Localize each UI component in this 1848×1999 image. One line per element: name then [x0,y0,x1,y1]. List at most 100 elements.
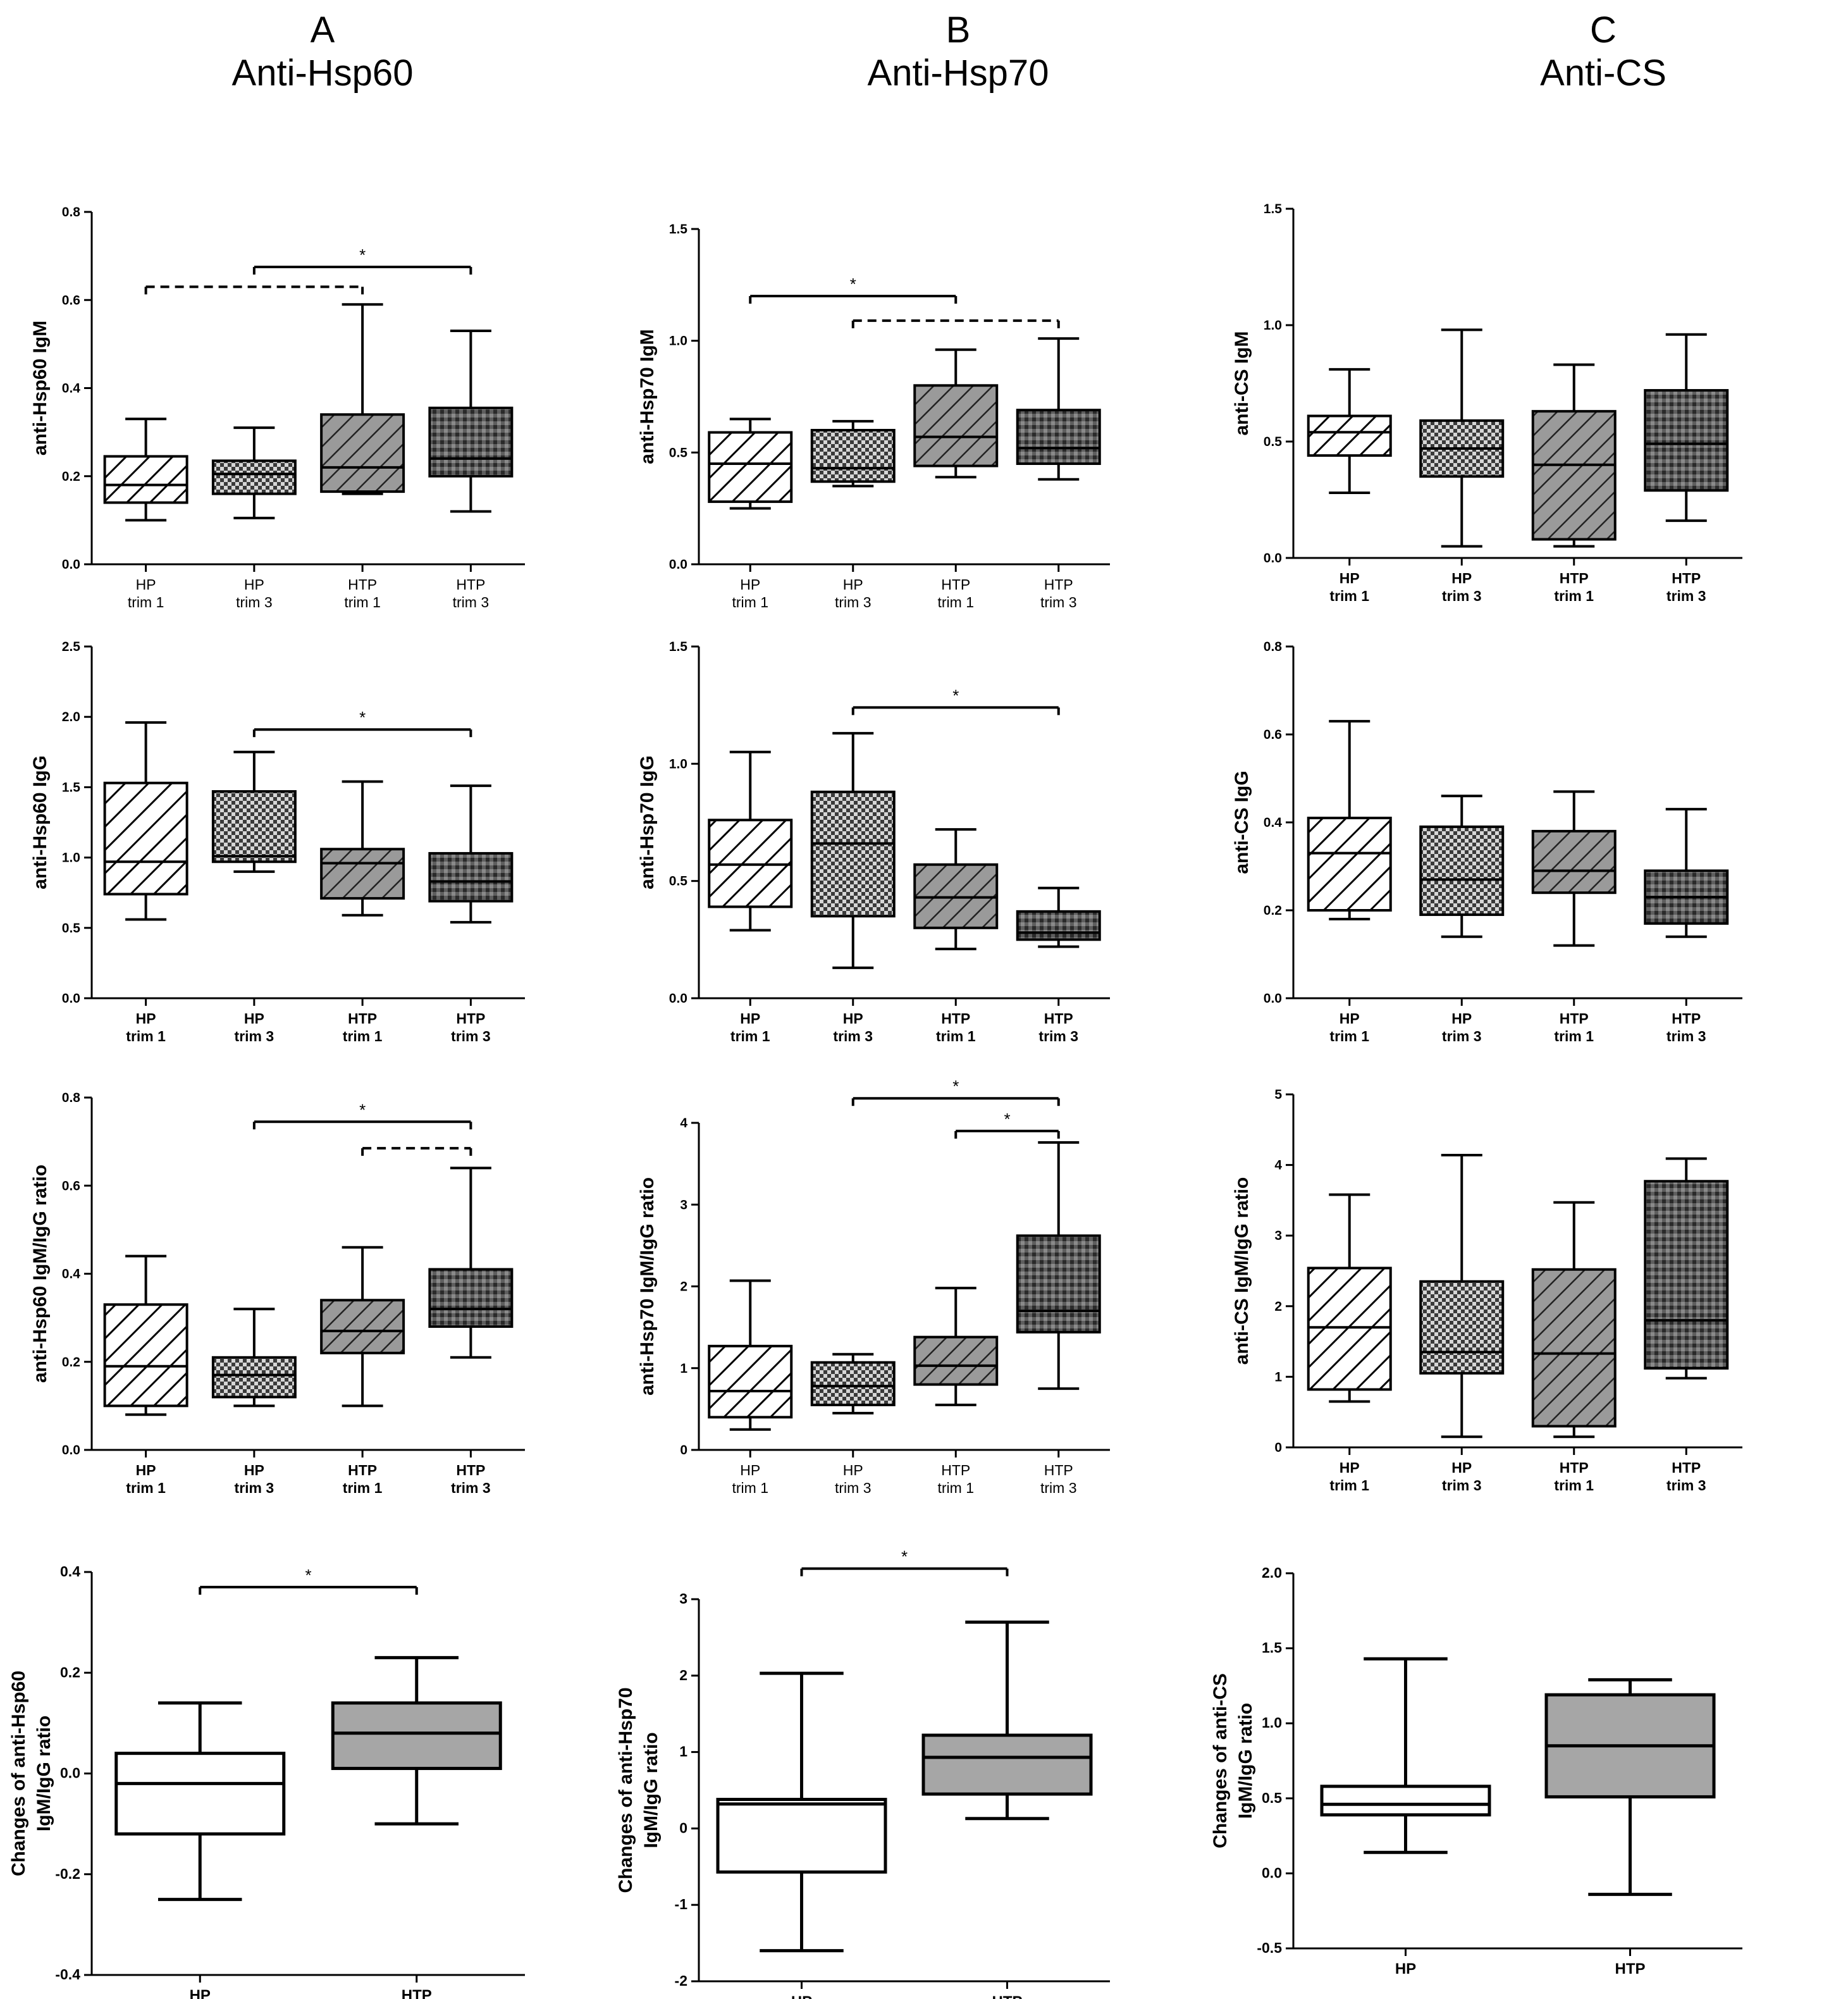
x-tick-label: HTP [456,576,485,593]
x-tick-label: HTP [1560,570,1589,586]
x-tick-label: trim 3 [835,594,872,610]
box-3 [913,1335,999,1386]
box-2 [810,429,896,483]
x-tick-label: trim 3 [1666,588,1706,604]
box-3 [320,413,405,493]
box-4 [428,851,514,903]
x-tick-label: trim 1 [730,1028,770,1044]
chart-panel-c1: 0.0 0.5 1.0 1.5 anti-CS IgM HP trim 1 HP trim 3 H… [1231,202,1742,604]
x-tick-label: trim 1 [344,594,381,610]
box-1 [103,455,188,504]
x-tick-label: trim 3 [1442,1028,1482,1044]
x-tick-label: HTP [348,576,377,593]
box-2 [1419,825,1505,916]
box-2 [331,1701,502,1771]
y-tick-label: 0.4 [62,381,81,396]
x-tick-label: HTP [348,1010,377,1027]
x-tick-label: HTP [1560,1010,1589,1027]
y-tick-label: 4 [680,1116,687,1130]
significance-star: * [359,708,366,727]
y-tick-label: 2.5 [62,640,81,654]
x-tick-label: HTP [1044,1462,1073,1478]
box-1 [103,781,188,896]
y-axis-label: IgM/IgG ratio [1235,1703,1256,1819]
y-tick-label: -0.4 [55,1966,80,1983]
x-tick-label: HP [136,576,156,593]
box-4 [1016,910,1101,941]
y-tick-label: -2 [675,1972,687,1989]
y-axis-label: Changes of anti-Hsp70 [615,1687,636,1893]
x-tick-label: HP [1340,570,1360,586]
y-axis-label: anti-Hsp60 IgG [30,755,51,889]
column-title: Anti-Hsp70 [867,53,1049,94]
y-tick-label: 0.4 [62,1267,81,1282]
box-4 [1016,1234,1101,1334]
x-tick-label: HP [1340,1459,1360,1476]
x-tick-label: HP [1451,1459,1472,1476]
x-tick-label: HP [740,576,760,593]
y-tick-label: 0.0 [62,1443,80,1457]
y-tick-label: 1.0 [669,334,687,349]
significance-star: * [901,1547,908,1566]
x-tick-label: HTP [402,1987,432,1999]
y-tick-label: 0 [680,1443,687,1457]
y-tick-label: 2 [1274,1299,1282,1314]
y-axis-label: anti-Hsp70 IgM/IgG ratio [637,1177,658,1396]
box-2 [921,1733,1093,1796]
x-tick-label: HTP [1672,570,1701,586]
box-4 [1016,409,1101,466]
y-tick-label: 0.6 [62,1179,80,1193]
x-tick-label: trim 1 [936,1028,976,1044]
chart-panel-a4: -0.4 -0.2 0.0 0.2 0.4 Changes of anti-Hsp60 Ig… [8,1563,525,1999]
x-tick-label: trim 1 [1329,1477,1369,1494]
chart-panel-a3: 0.0 0.2 0.4 0.6 0.8 anti-Hsp60 IgM/IgG ratio H… [30,1091,525,1496]
x-tick-label: HP [843,576,863,593]
y-tick-label: 0.0 [60,1765,80,1781]
y-tick-label: 1.0 [669,757,687,771]
y-tick-label: 0.6 [1264,727,1282,742]
box-3 [320,848,405,900]
x-tick-label: trim 1 [343,1480,383,1496]
x-tick-label: HTP [456,1462,485,1478]
y-tick-label: 3 [1274,1228,1282,1243]
box-1 [1307,817,1392,912]
column-title: Anti-Hsp60 [231,53,414,94]
y-tick-label: 0.5 [1264,435,1283,449]
y-tick-label: 4 [1274,1158,1282,1173]
x-tick-label: HTP [941,1010,970,1027]
y-tick-label: -0.2 [55,1866,80,1882]
y-tick-label: 1.0 [1264,318,1282,333]
y-tick-label: 0.0 [669,557,687,572]
x-tick-label: trim 1 [938,594,975,610]
x-tick-label: trim 3 [453,594,490,610]
column-letter: A [310,9,335,51]
x-tick-label: trim 3 [235,1480,274,1496]
x-tick-label: trim 1 [1554,1028,1594,1044]
x-tick-label: HP [244,576,264,593]
y-tick-label: 1.0 [62,851,80,865]
x-tick-label: trim 1 [126,1028,166,1044]
y-tick-label: 5 [1274,1087,1282,1102]
x-tick-label: trim 3 [451,1028,491,1044]
x-tick-label: trim 1 [128,594,164,610]
y-tick-label: 2 [679,1667,687,1683]
y-tick-label: 0.2 [1264,903,1282,918]
significance-star: * [359,1100,366,1119]
x-tick-label: HP [244,1010,264,1027]
x-tick-label: trim 1 [1554,1477,1594,1494]
x-tick-label: HP [740,1010,760,1027]
y-tick-label: 0.0 [62,557,80,572]
y-axis-label: IgM/IgG ratio [34,1716,54,1831]
x-tick-label: HP [136,1010,156,1027]
box-2 [211,1356,297,1399]
y-tick-label: 3 [680,1198,687,1212]
y-tick-label: 0.8 [62,1091,81,1105]
box-2 [211,459,297,495]
y-tick-label: 1.5 [1264,202,1283,216]
box-1 [716,1797,887,1874]
x-tick-label: HP [843,1010,863,1027]
box-3 [1531,410,1617,541]
y-tick-label: 0.8 [1264,640,1283,654]
